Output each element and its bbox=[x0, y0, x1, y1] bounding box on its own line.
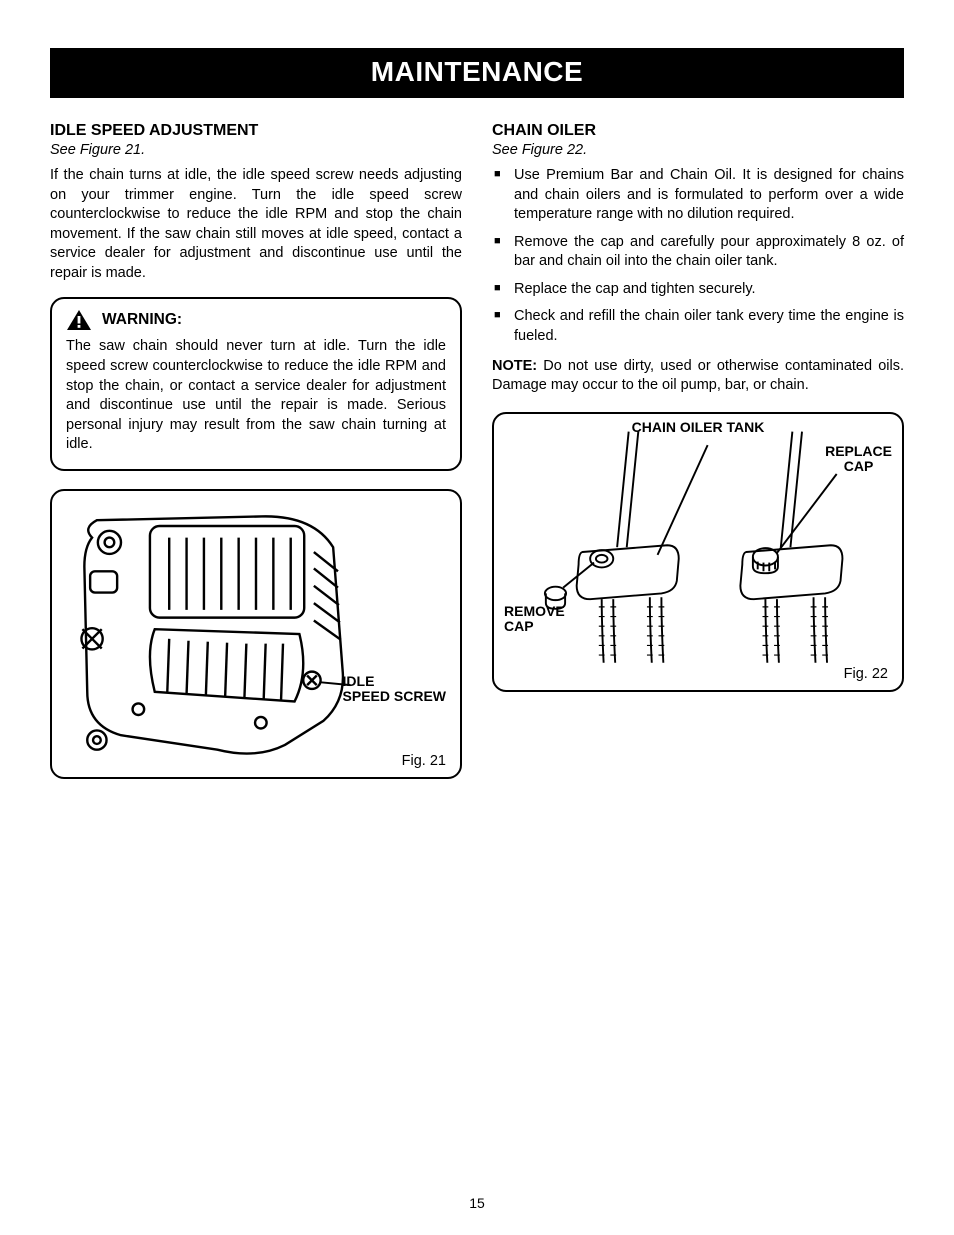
idle-speed-screw-label: IDLE SPEED SCREW bbox=[343, 674, 446, 705]
chain-oiler-heading: CHAIN OILER bbox=[492, 122, 904, 140]
left-column: IDLE SPEED ADJUSTMENT See Figure 21. If … bbox=[50, 122, 462, 779]
warning-box: WARNING: The saw chain should never turn… bbox=[50, 297, 462, 470]
figure-21-caption: Fig. 21 bbox=[402, 753, 446, 769]
warning-triangle-icon bbox=[66, 309, 92, 331]
warning-header: WARNING: bbox=[66, 309, 446, 331]
warning-text: The saw chain should never turn at idle.… bbox=[66, 337, 446, 454]
figure-22: CHAIN OILER TANK REPLACECAP REMOVECAP Fi… bbox=[492, 412, 904, 692]
right-column: CHAIN OILER See Figure 22. Use Premium B… bbox=[492, 122, 904, 779]
figure-21: IDLE SPEED SCREW Fig. 21 bbox=[50, 489, 462, 779]
bullet-item: Use Premium Bar and Chain Oil. It is des… bbox=[492, 166, 904, 225]
remove-cap-label: REMOVECAP bbox=[504, 604, 565, 635]
chain-oiler-subheading: See Figure 22. bbox=[492, 142, 904, 158]
figure-22-caption: Fig. 22 bbox=[844, 666, 888, 682]
bullet-item: Remove the cap and carefully pour approx… bbox=[492, 233, 904, 272]
replace-cap-label: REPLACECAP bbox=[825, 444, 892, 475]
note-body: Do not use dirty, used or otherwise cont… bbox=[492, 358, 904, 394]
note-text: NOTE: Do not use dirty, used or otherwis… bbox=[492, 357, 904, 396]
idle-speed-heading: IDLE SPEED ADJUSTMENT bbox=[50, 122, 462, 140]
engine-illustration bbox=[60, 499, 452, 769]
warning-title: WARNING: bbox=[102, 311, 182, 329]
chain-oiler-bullets: Use Premium Bar and Chain Oil. It is des… bbox=[492, 166, 904, 347]
bullet-item: Check and refill the chain oiler tank ev… bbox=[492, 307, 904, 346]
note-label: NOTE: bbox=[492, 358, 537, 374]
idle-speed-paragraph: If the chain turns at idle, the idle spe… bbox=[50, 166, 462, 283]
page-number: 15 bbox=[0, 1195, 954, 1211]
bullet-item: Replace the cap and tighten securely. bbox=[492, 280, 904, 300]
chain-oiler-tank-label: CHAIN OILER TANK bbox=[494, 420, 902, 435]
two-column-layout: IDLE SPEED ADJUSTMENT See Figure 21. If … bbox=[50, 122, 904, 779]
section-banner: MAINTENANCE bbox=[50, 48, 904, 98]
idle-speed-subheading: See Figure 21. bbox=[50, 142, 462, 158]
